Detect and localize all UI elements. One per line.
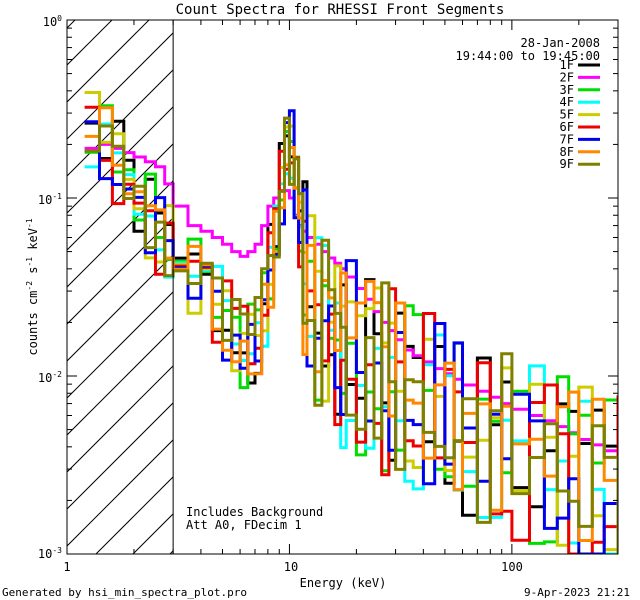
hatch-line bbox=[67, 20, 150, 103]
hatch-line bbox=[67, 180, 174, 288]
footer-generated-by: Generated by hsi_min_spectra_plot.pro bbox=[2, 586, 247, 599]
x-tick-label-1: 1 bbox=[63, 560, 70, 574]
shaded-region bbox=[0, 0, 174, 554]
plot-frame bbox=[66, 19, 619, 555]
legend-label-5F: 5F bbox=[560, 108, 574, 122]
series-line-6F bbox=[84, 105, 618, 554]
hatch-line bbox=[67, 143, 174, 251]
y-tick-label-0.1: 10-1 bbox=[38, 192, 62, 207]
legend-label-6F: 6F bbox=[560, 120, 574, 134]
hatch-line bbox=[67, 217, 174, 325]
legend-label-4F: 4F bbox=[560, 95, 574, 109]
legend-label-3F: 3F bbox=[560, 83, 574, 97]
hatch-line bbox=[67, 106, 174, 214]
hatch-line bbox=[67, 20, 113, 66]
legend-label-7F: 7F bbox=[560, 132, 574, 146]
hatch-line bbox=[0, 0, 104, 554]
legend-label-8F: 8F bbox=[560, 145, 574, 159]
series-line-7F bbox=[84, 109, 618, 554]
hatch-line bbox=[67, 402, 174, 510]
hatch-line bbox=[67, 20, 76, 29]
footer-timestamp: 9-Apr-2023 21:21 bbox=[524, 586, 630, 599]
hatch-line bbox=[67, 69, 174, 177]
series-line-5F bbox=[84, 91, 618, 552]
y-axis-label: counts cm-2 s-1 keV-1 bbox=[25, 218, 40, 355]
annotation-background: Includes Background bbox=[186, 505, 323, 519]
legend-date: 28-Jan-2008 bbox=[521, 36, 600, 50]
x-axis-label: Energy (keV) bbox=[300, 576, 387, 590]
x-tick-label-100: 100 bbox=[501, 560, 523, 574]
hatch-line bbox=[67, 32, 174, 140]
x-tick-label-10: 10 bbox=[284, 560, 298, 574]
y-tick-label-1: 100 bbox=[43, 14, 62, 29]
legend-label-2F: 2F bbox=[560, 70, 574, 84]
chart-title: Count Spectra for RHESSI Front Segments bbox=[176, 2, 505, 18]
hatch-line bbox=[67, 439, 174, 547]
legend-time: 19:44:00 to 19:45:00 bbox=[456, 49, 601, 63]
annotation-attenuator: Att A0, FDecim 1 bbox=[186, 518, 302, 532]
series-line-9F bbox=[84, 116, 618, 554]
hatch-line bbox=[67, 365, 174, 473]
legend-label-9F: 9F bbox=[560, 157, 574, 171]
y-tick-label-0.01: 10-2 bbox=[38, 370, 62, 385]
y-tick-label-0.001: 10-3 bbox=[38, 546, 62, 561]
legend-label-1F: 1F bbox=[560, 58, 574, 72]
